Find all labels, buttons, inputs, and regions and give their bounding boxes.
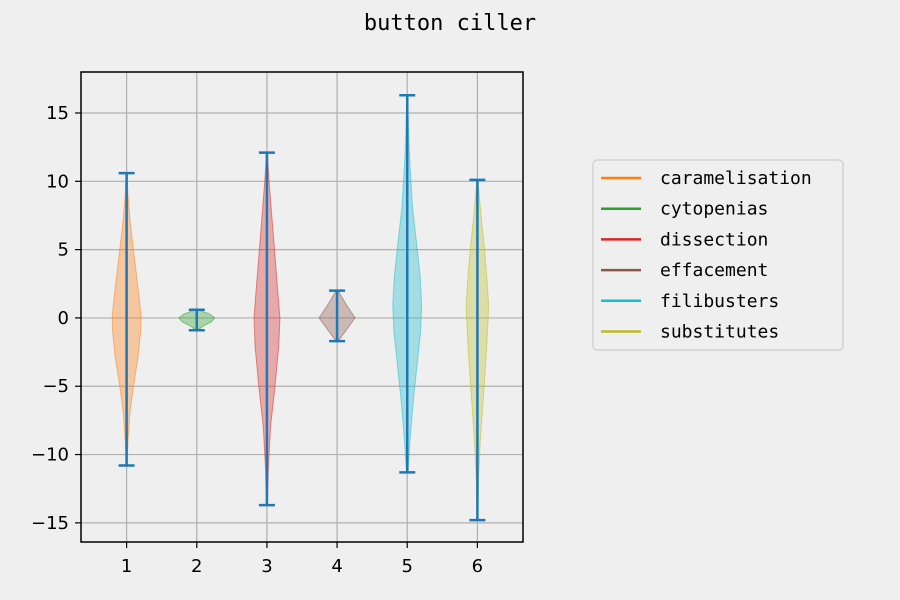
chart-title: button ciller <box>364 11 536 36</box>
y-tick-label: 15 <box>46 103 69 124</box>
legend-label: caramelisation <box>660 168 812 189</box>
y-axis-ticks: 15 10 5 0 −5 −10 −15 <box>31 103 81 534</box>
x-tick-label: 4 <box>331 556 342 577</box>
legend-label: substitutes <box>660 322 779 343</box>
y-tick-label: −5 <box>42 376 69 397</box>
legend: caramelisation cytopenias dissection efface… <box>592 159 844 351</box>
plot-frame <box>80 71 524 543</box>
legend-frame <box>592 159 844 351</box>
violin-whiskers <box>118 93 486 522</box>
x-tick-label: 1 <box>121 556 132 577</box>
legend-label: effacement <box>660 260 768 281</box>
y-tick-label: −10 <box>31 445 69 466</box>
x-tick-label: 5 <box>402 556 413 577</box>
plot-background <box>81 72 523 542</box>
y-tick-label: 10 <box>46 171 69 192</box>
x-axis-ticks: 1 2 3 4 5 6 <box>121 542 483 577</box>
x-tick-label: 6 <box>472 556 483 577</box>
legend-label: dissection <box>660 229 768 250</box>
x-tick-label: 2 <box>191 556 202 577</box>
y-tick-label: 0 <box>58 308 69 329</box>
y-tick-label: 5 <box>58 240 69 261</box>
x-tick-label: 3 <box>261 556 272 577</box>
y-tick-label: −15 <box>31 513 69 534</box>
legend-label: filibusters <box>660 291 779 312</box>
legend-label: cytopenias <box>660 199 768 220</box>
